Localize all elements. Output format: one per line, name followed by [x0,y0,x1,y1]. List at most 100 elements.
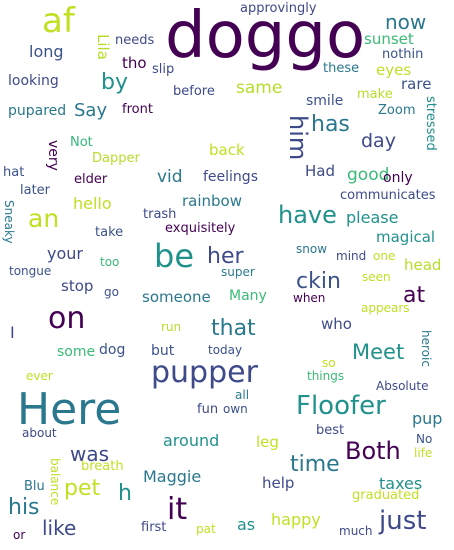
word-best: best [316,423,345,438]
word-say: Say [74,100,108,121]
word-things: things [307,369,345,383]
word-heroic: heroic [419,330,433,367]
word-graduated: graduated [352,488,420,503]
word-time: time [290,452,340,477]
word-too: too [100,255,120,269]
word-mind: mind [336,249,367,263]
word-pupper: pupper [151,355,258,390]
word-him: him [284,115,312,161]
word-good: good [347,165,390,185]
word-tongue: tongue [9,264,52,278]
word-vid: vid [157,167,183,187]
word-i: I [10,323,15,342]
word-or: or [13,528,26,542]
word-communicates: communicates [340,188,436,203]
word-very: very [45,140,61,171]
word-so: so [322,356,336,370]
word-same: same [236,78,283,98]
word-go: go [104,285,119,299]
word-much: much [339,524,373,538]
word-nothin: nothin [382,47,424,62]
word-around: around [163,431,220,450]
word-as: as [237,515,256,534]
word-hat: hat [3,165,25,180]
word-pet: pet [64,476,101,501]
word-one: one [373,249,396,263]
word-trash: trash [143,207,177,222]
word-rare: rare [401,75,432,93]
word-sneaky: Sneaky [2,200,16,244]
word-not: Not [70,135,93,150]
word-her: her [207,244,244,269]
word-approvingly: approvingly [240,1,317,16]
word-by: by [101,70,128,95]
word-needs: needs [115,33,155,48]
word-make: make [357,87,393,102]
word-doggo: doggo [165,0,366,73]
word-just: just [379,506,427,536]
word-appears: appears [361,301,410,315]
word-that: that [211,316,256,341]
word-when: when [293,291,326,305]
word-af: af [42,1,75,41]
word-has: has [311,112,350,137]
word-was: was [70,442,110,466]
word-lila: Lila [94,34,112,60]
word-someone: someone [142,288,211,306]
word-had: Had [305,162,335,180]
word-pup: pup [412,409,443,428]
word-slip: slip [152,62,175,77]
word-blu: Blu [24,479,45,494]
word-meet: Meet [352,340,405,364]
word-his: his [8,495,40,520]
word-today: today [208,343,243,357]
word-feelings: feelings [203,169,258,185]
word-be: be [154,237,194,275]
word-pat: pat [196,522,216,536]
word-snow: snow [296,242,328,256]
word-it: it [167,492,188,527]
word-fun: fun [197,402,219,417]
word-own: own [223,402,248,416]
word-super: super [221,265,255,279]
word-absolute: Absolute [376,379,429,393]
word-sunset: sunset [364,30,414,48]
word-later: later [20,183,51,198]
word-life: life [414,446,433,460]
word-some: some [57,344,96,360]
word-smile: smile [306,93,344,109]
word-all: all [235,388,250,402]
word-dapper: Dapper [92,151,140,166]
word-only: only [383,170,413,186]
word-ckin: ckin [296,269,341,294]
word-taxes: taxes [379,474,423,493]
word-h: h [118,481,132,506]
word-head: head [404,256,442,274]
word-pupared: pupared [8,103,67,119]
word-like: like [42,516,77,540]
word-both: Both [345,437,401,465]
word-stressed: stressed [423,96,438,151]
word-who: who [321,315,352,333]
word-rainbow: rainbow [182,192,242,210]
word-about: about [22,426,57,440]
word-zoom: Zoom [378,103,416,118]
word-an: an [28,204,60,233]
word-breath: breath [81,459,124,474]
word-hello: hello [73,194,112,213]
word-many: Many [229,288,267,304]
word-elder: elder [74,172,108,187]
word-but: but [151,343,175,359]
word-please: please [346,208,399,227]
word-maggie: Maggie [143,467,202,486]
word-first: first [141,520,167,535]
word-magical: magical [376,228,436,246]
word-stop: stop [61,277,94,295]
word-no: No [416,432,433,446]
word-ever: ever [26,369,53,383]
word-front: front [122,102,153,117]
word-happy: happy [271,510,321,529]
word-looking: looking [8,73,59,89]
word-long: long [29,42,64,61]
